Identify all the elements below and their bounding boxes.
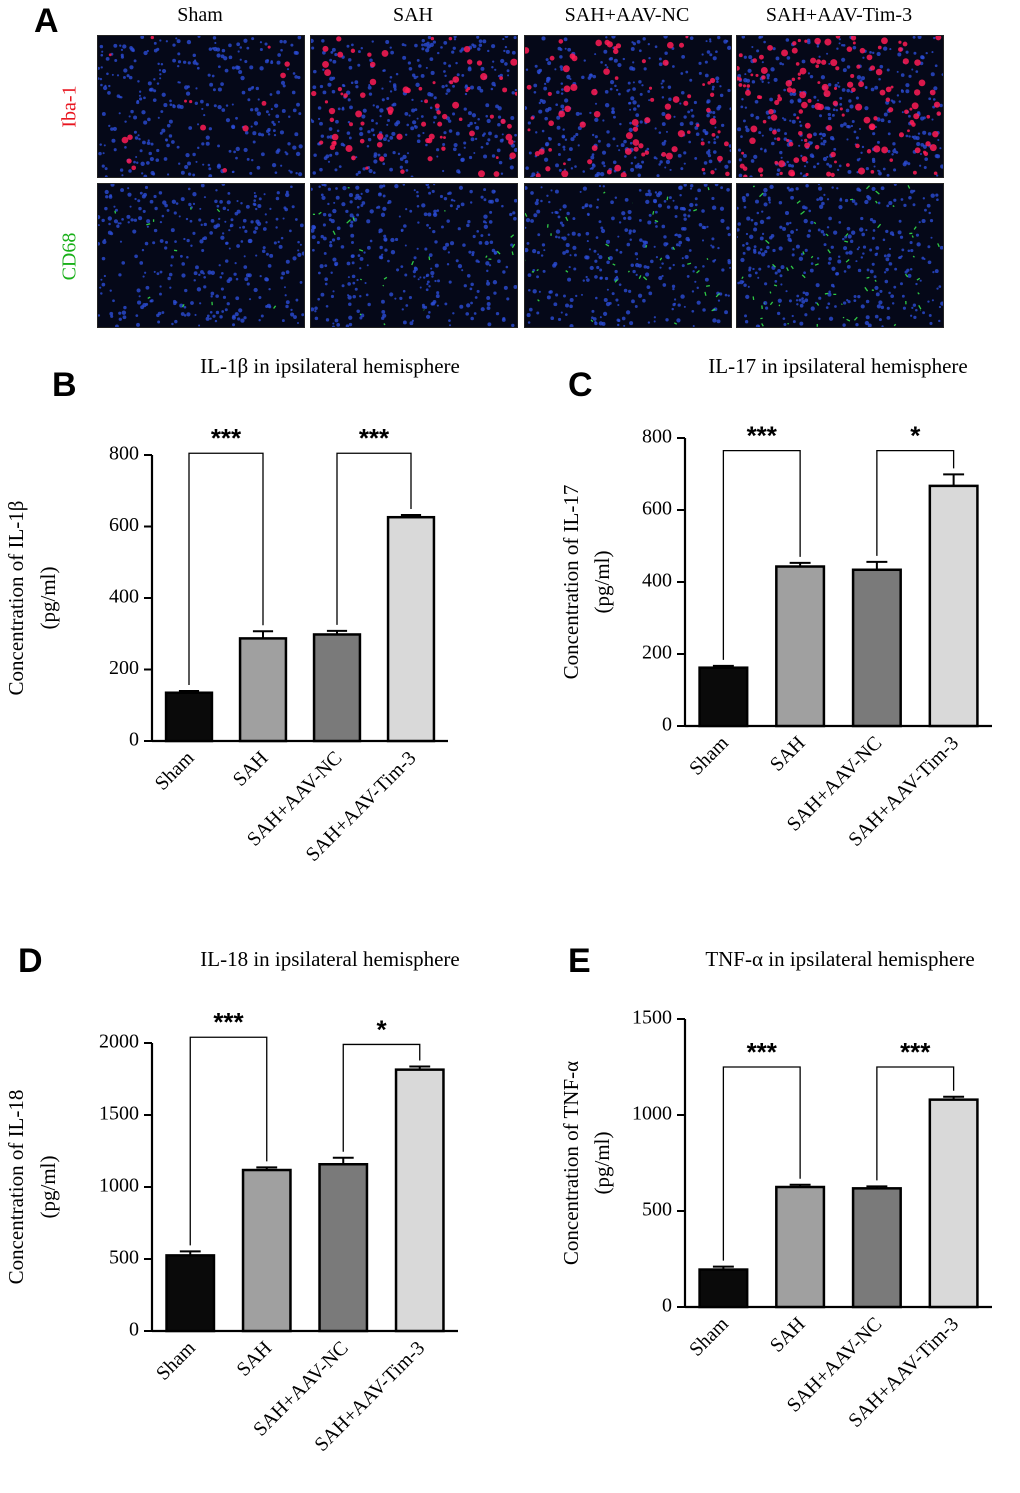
bar-sah-aav-nc	[312, 633, 362, 743]
y-axis-label: Concentration of IL-18	[4, 1090, 28, 1285]
micrograph-iba1-sah	[310, 35, 518, 178]
chart-title: TNF-α in ipsilateral hemisphere	[705, 947, 974, 971]
y-tick-label: 0	[662, 1295, 672, 1317]
y-tick-label: 400	[109, 586, 139, 608]
significance-bracket: ***	[336, 423, 412, 625]
significance-bracket: ***	[188, 423, 264, 685]
column-header-sah-aav-tim3: SAH+AAV-Tim-3	[765, 4, 913, 26]
micrograph-cd68-sham	[97, 183, 305, 328]
significance-label: ***	[747, 1037, 778, 1067]
significance-label: ***	[359, 423, 390, 453]
y-axis-label: Concentration of IL-1β	[4, 501, 28, 696]
chart-title: IL-18 in ipsilateral hemisphere	[200, 947, 460, 971]
y-tick-label: 400	[642, 570, 672, 592]
y-tick-label: 800	[642, 426, 672, 448]
x-label-sah: SAH	[766, 1313, 810, 1357]
chart-title: IL-1β in ipsilateral hemisphere	[200, 354, 460, 378]
y-axis-label: Concentration of IL-17	[559, 485, 583, 680]
significance-label: ***	[211, 423, 242, 453]
panel-e-letter: E	[568, 942, 591, 980]
panel-a-letter: A	[34, 2, 59, 40]
bar-sham	[698, 1268, 749, 1309]
panel-b-letter: B	[52, 366, 77, 404]
bar-sah	[775, 1185, 826, 1309]
significance-label: *	[376, 1014, 387, 1044]
y-tick-label: 1500	[99, 1103, 139, 1125]
bar-sham	[164, 691, 214, 743]
significance-label: ***	[213, 1007, 244, 1037]
y-tick-label: 600	[109, 514, 139, 536]
y-tick-label: 0	[129, 1319, 139, 1341]
y-tick-label: 200	[642, 642, 672, 664]
y-tick-label: 1500	[632, 1007, 672, 1029]
y-tick-label: 1000	[99, 1175, 139, 1197]
y-tick-label: 600	[642, 498, 672, 520]
y-tick-label: 2000	[99, 1031, 139, 1053]
column-header-sah-aav-nc: SAH+AAV-NC	[564, 4, 690, 26]
significance-bracket: *	[342, 1014, 421, 1152]
significance-bracket: ***	[722, 1037, 801, 1261]
column-header-sham: Sham	[177, 4, 223, 26]
bar-sah-aav-tim3	[928, 484, 979, 728]
bar-sah-aav-nc	[318, 1162, 369, 1333]
micrograph-cd68-sah	[310, 183, 518, 328]
bar-sah	[238, 637, 288, 743]
panel-c-letter: C	[568, 366, 593, 404]
significance-bracket: ***	[722, 421, 801, 660]
y-tick-label: 0	[662, 714, 672, 736]
x-label-sham: Sham	[685, 1313, 733, 1361]
significance-label: ***	[900, 1037, 931, 1067]
y-axis-label: (pg/ml)	[36, 567, 60, 630]
significance-label: *	[910, 421, 921, 451]
significance-bracket: ***	[189, 1007, 268, 1246]
bar-sah-aav-tim3	[386, 515, 436, 743]
micrograph-cd68-sah-aav-tim3	[736, 183, 944, 328]
micrograph-iba1-sah-aav-nc	[524, 35, 732, 178]
bar-sham	[698, 666, 749, 728]
significance-bracket: ***	[876, 1037, 955, 1181]
bar-sah	[775, 565, 826, 728]
y-axis-label: Concentration of TNF-α	[559, 1061, 583, 1265]
y-axis-label: (pg/ml)	[590, 551, 614, 614]
micrograph-iba1-sham	[97, 35, 305, 178]
y-axis-label: (pg/ml)	[36, 1156, 60, 1219]
panel-d-letter: D	[18, 942, 43, 980]
bar-sham	[165, 1254, 216, 1333]
y-tick-label: 1000	[632, 1103, 672, 1125]
bar-sah-aav-tim3	[928, 1098, 979, 1309]
chart-title: IL-17 in ipsilateral hemisphere	[708, 354, 968, 378]
y-tick-label: 0	[129, 729, 139, 751]
y-tick-label: 500	[642, 1199, 672, 1221]
y-axis-label: (pg/ml)	[590, 1132, 614, 1195]
significance-label: ***	[747, 421, 778, 451]
significance-bracket: *	[876, 421, 955, 556]
micrograph-cd68-sah-aav-nc	[524, 183, 732, 328]
column-header-sah: SAH	[392, 4, 433, 26]
y-tick-label: 500	[109, 1247, 139, 1269]
y-tick-label: 800	[109, 443, 139, 465]
bar-sah-aav-nc	[851, 1187, 902, 1309]
micrograph-iba1-sah-aav-tim3	[736, 35, 944, 178]
y-tick-label: 200	[109, 657, 139, 679]
